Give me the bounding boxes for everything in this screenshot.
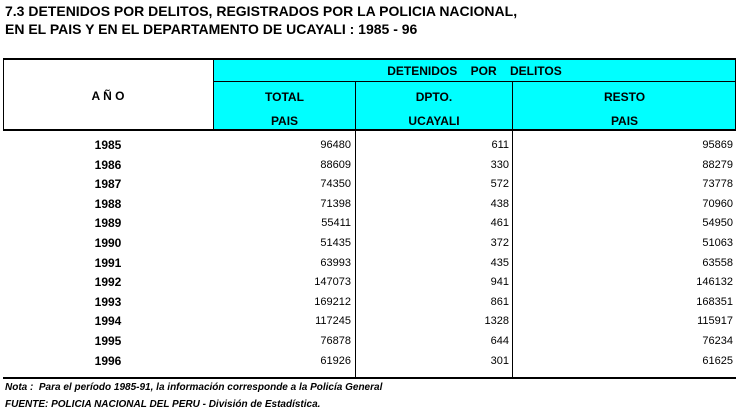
table-row: 1986 88609 330 88279 — [3, 156, 736, 176]
cell-dpto-ucayali: 330 — [490, 158, 509, 171]
table-row: 1994 117245 1328 115917 — [3, 312, 736, 332]
table-row: 1989 55411 461 54950 — [3, 214, 736, 234]
cell-total-pais: 51435 — [320, 237, 351, 249]
cell-year: 1994 — [94, 314, 122, 329]
cell-dpto-ucayali: 941 — [490, 276, 509, 289]
data-table: A Ñ O DETENIDOS POR DELITOS TOTAL PAIS D… — [3, 58, 736, 379]
cell-dpto-ucayali: 611 — [491, 139, 509, 151]
header-ucayali-line1: DPTO. — [415, 90, 453, 104]
cell-year: 1987 — [94, 177, 122, 192]
cell-total-pais: 117245 — [315, 315, 351, 328]
cell-resto-pais: 73778 — [702, 178, 733, 191]
cell-dpto-ucayali: 301 — [490, 354, 509, 367]
cell-resto-pais: 76234 — [702, 335, 733, 347]
header-bottom-border — [3, 129, 736, 131]
header-ucayali-line2: UCAYALI — [408, 114, 460, 128]
note-text: Nota : Para el período 1985-91, la infor… — [5, 382, 383, 393]
cell-year: 1990 — [94, 236, 122, 250]
cell-year: 1992 — [94, 275, 122, 290]
cell-dpto-ucayali: 438 — [490, 197, 509, 210]
cell-resto-pais: 63558 — [702, 256, 733, 269]
table-body: 1985 96480 611 95869 1986 88609 330 88279 1987 74… — [3, 136, 736, 376]
header-total-line1: TOTAL — [265, 90, 304, 104]
cell-resto-pais: 95869 — [702, 139, 733, 151]
table-title: 7.3 DETENIDOS POR DELITOS, REGISTRADOS P… — [5, 2, 517, 38]
cell-dpto-ucayali: 644 — [490, 335, 509, 347]
cell-resto-pais: 168351 — [696, 295, 733, 308]
header-background — [213, 58, 736, 130]
cell-total-pais: 147073 — [314, 276, 351, 289]
table-row: 1990 51435 372 51063 — [3, 234, 736, 254]
cell-resto-pais: 51063 — [702, 237, 733, 249]
cell-dpto-ucayali: 1328 — [484, 315, 509, 328]
cell-year: 1988 — [94, 196, 122, 211]
cell-year: 1996 — [94, 353, 122, 368]
cell-total-pais: 76878 — [320, 335, 351, 347]
footnotes: Nota : Para el período 1985-91, la infor… — [5, 379, 382, 413]
cell-year: 1993 — [94, 294, 122, 309]
anio-divider — [213, 58, 214, 131]
cell-resto-pais: 54950 — [702, 217, 733, 230]
table-row: 1985 96480 611 95869 — [3, 136, 736, 156]
table-bottom-border — [3, 377, 736, 379]
cell-total-pais: 71398 — [320, 197, 351, 210]
cell-year: 1985 — [94, 138, 122, 152]
cell-total-pais: 96480 — [320, 139, 351, 151]
group-divider — [213, 81, 736, 82]
table-right-border — [735, 58, 736, 131]
cell-dpto-ucayali: 461 — [490, 217, 509, 230]
cell-resto-pais: 146132 — [696, 276, 733, 289]
cell-total-pais: 74350 — [320, 178, 351, 191]
cell-dpto-ucayali: 435 — [490, 256, 509, 269]
table-row: 1995 76878 644 76234 — [3, 332, 736, 352]
cell-dpto-ucayali: 572 — [490, 178, 509, 191]
table-row: 1991 63993 435 63558 — [3, 254, 736, 274]
table-left-border — [3, 58, 4, 131]
title-line-1: 7.3 DETENIDOS POR DELITOS, REGISTRADOS P… — [5, 3, 518, 19]
cell-total-pais: 55411 — [321, 217, 351, 230]
title-line-2: EN EL PAIS Y EN EL DEPARTAMENTO DE UCAYA… — [5, 21, 418, 37]
table-row: 1987 74350 572 73778 — [3, 175, 736, 195]
cell-resto-pais: 88279 — [702, 158, 733, 171]
col1-divider — [355, 81, 356, 131]
table-row: 1992 147073 941 146132 — [3, 273, 736, 293]
cell-year: 1989 — [94, 216, 122, 231]
header-resto-line1: RESTO — [603, 90, 646, 104]
cell-resto-pais: 115917 — [697, 315, 733, 328]
table-row: 1988 71398 438 70960 — [3, 195, 736, 215]
header-anio: A Ñ O — [91, 89, 125, 103]
table-row: 1996 61926 301 61625 — [3, 352, 736, 372]
cell-resto-pais: 70960 — [702, 197, 733, 210]
table-row: 1993 169212 861 168351 — [3, 293, 736, 313]
header-resto-line2: PAIS — [610, 114, 639, 128]
cell-total-pais: 169212 — [314, 295, 351, 308]
body-divider-2 — [512, 131, 513, 378]
cell-total-pais: 63993 — [320, 256, 351, 269]
cell-year: 1991 — [94, 255, 122, 270]
source-text: FUENTE: POLICIA NACIONAL DEL PERU - Divi… — [5, 399, 321, 410]
header-group-title: DETENIDOS POR DELITOS — [387, 64, 562, 78]
cell-dpto-ucayali: 372 — [490, 237, 509, 249]
cell-resto-pais: 61625 — [702, 354, 733, 367]
cell-dpto-ucayali: 861 — [490, 295, 509, 308]
table-top-border — [3, 58, 736, 60]
cell-year: 1995 — [94, 334, 122, 348]
cell-total-pais: 88609 — [320, 158, 351, 171]
col2-divider — [512, 81, 513, 131]
cell-year: 1986 — [94, 157, 122, 172]
cell-total-pais: 61926 — [320, 354, 351, 367]
body-divider-1 — [355, 131, 356, 378]
header-total-line2: PAIS — [270, 114, 299, 128]
